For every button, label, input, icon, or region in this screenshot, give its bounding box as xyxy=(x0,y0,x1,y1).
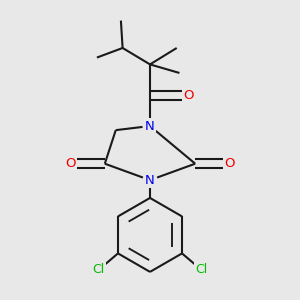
Text: O: O xyxy=(65,157,76,170)
Text: Cl: Cl xyxy=(92,263,105,276)
Text: N: N xyxy=(145,174,155,187)
Text: O: O xyxy=(224,157,235,170)
Text: N: N xyxy=(145,119,155,133)
Text: O: O xyxy=(183,89,194,102)
Text: Cl: Cl xyxy=(195,263,208,276)
